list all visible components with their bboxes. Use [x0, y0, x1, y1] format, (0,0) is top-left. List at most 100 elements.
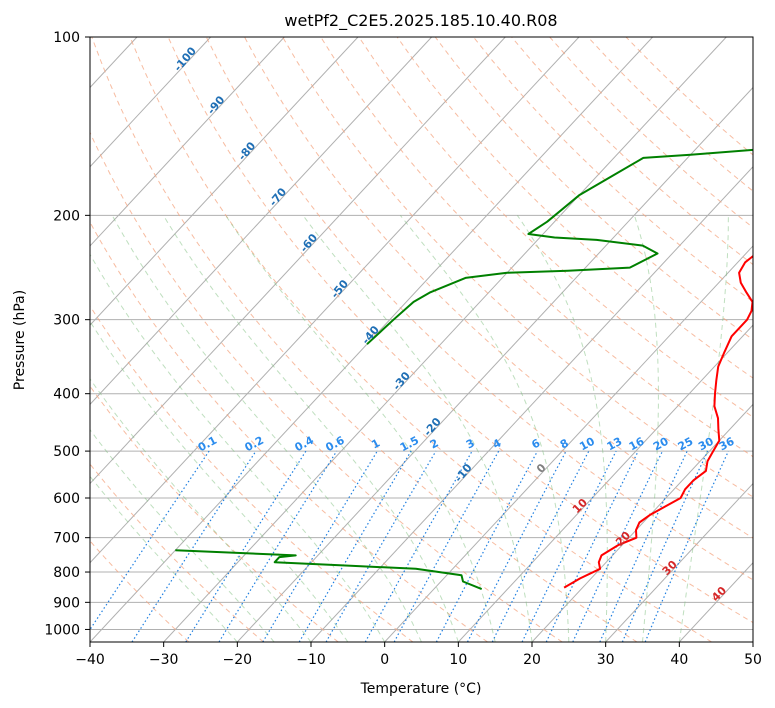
- isotherm-line: [90, 37, 433, 406]
- y-tick-label: 100: [53, 30, 80, 46]
- y-tick-label: 200: [53, 208, 80, 224]
- mixing-ratio-line: [393, 450, 500, 642]
- dry-adiabat-label: -100: [171, 44, 199, 74]
- mixing-ratio-line: [435, 450, 539, 642]
- x-tick-label: −10: [296, 652, 326, 668]
- mixing-ratio-line: [218, 450, 338, 642]
- isotherm-line: [384, 245, 753, 642]
- moist-adiabat-line: [90, 253, 386, 642]
- dry-adiabat-line: [90, 385, 339, 642]
- annotation-labels: 0.1 0.2 0.4 0.6 1 1.5 2 3 4 6 8 10 13 16 20 25 30 36-100-…: [171, 44, 737, 604]
- dry-adiabat-line: [90, 305, 414, 642]
- axes: −40 −30 −20 −10 0 10 20 30 40 50 100 200 300 400 500 60…: [44, 30, 762, 668]
- x-tick-label: 20: [523, 652, 541, 668]
- plot-frame: [89, 36, 754, 643]
- dry-adiabat-label: -60: [297, 231, 320, 255]
- x-axis-label: Temperature (°C): [360, 681, 482, 697]
- y-tick-label: 800: [53, 565, 80, 581]
- y-tick-label: 900: [53, 595, 80, 611]
- mixing-ratio-line: [185, 450, 307, 642]
- mixing-ratio-label: 10: [577, 435, 597, 454]
- dry-adiabat-label: -70: [267, 185, 290, 209]
- mixing-ratio-label: 36: [717, 435, 737, 454]
- mixing-ratio-line: [298, 450, 412, 642]
- x-tick-label: 30: [597, 652, 615, 668]
- moist-adiabat-line: [302, 215, 533, 642]
- temperature-line: [563, 254, 753, 589]
- dry-adiabat-label: -50: [328, 277, 351, 301]
- isotherm-line: [90, 37, 580, 564]
- mixing-ratio-line: [644, 450, 729, 642]
- dry-adiabat-line: [511, 37, 753, 266]
- isotherm-label: 30: [660, 558, 680, 578]
- isotherm-line: [605, 482, 753, 642]
- isotherm-line: [90, 37, 506, 485]
- dry-adiabat-label: -90: [205, 93, 228, 117]
- dry-adiabat-label: -80: [236, 139, 259, 163]
- mixing-ratio-label: 3: [464, 436, 477, 451]
- mixing-ratio-line: [521, 450, 617, 642]
- moist-adiabat-line: [162, 215, 459, 642]
- isotherm-line: [90, 37, 212, 168]
- x-tick-label: 10: [449, 652, 467, 668]
- x-tick-label: 50: [744, 652, 762, 668]
- isotherm-line: [163, 37, 727, 642]
- x-tick-label: −20: [223, 652, 253, 668]
- chart-title: wetPf2_C2E5.2025.185.10.40.R08: [284, 11, 557, 31]
- y-tick-label: 1000: [44, 622, 80, 638]
- moist-adiabat-line: [399, 214, 570, 642]
- moist-adiabat-line: [90, 475, 238, 642]
- background-lines: [0, 37, 753, 642]
- data-lines: [175, 148, 753, 591]
- y-tick-label: 300: [53, 313, 80, 329]
- dry-adiabat-label: -30: [390, 369, 413, 393]
- x-tick-label: −40: [75, 652, 105, 668]
- moist-adiabat-line: [90, 428, 275, 642]
- dry-adiabat-line: [90, 540, 190, 642]
- dry-adiabat-line: [90, 221, 488, 642]
- mixing-ratio-line: [364, 450, 473, 642]
- moist-adiabat-line: [678, 215, 729, 642]
- dry-adiabat-line: [90, 463, 264, 642]
- mixing-ratio-line: [621, 450, 709, 642]
- y-tick-label: 700: [53, 531, 80, 547]
- mixing-ratio-label: 4: [491, 436, 504, 451]
- isotherm-line: [457, 324, 753, 642]
- mixing-ratio-label: 30: [696, 435, 716, 454]
- isotherm-label: 10: [570, 496, 590, 516]
- dry-adiabat-line: [396, 37, 753, 379]
- mixing-ratio-line: [491, 450, 590, 642]
- dry-adiabat-line: [129, 37, 712, 642]
- isotherm-line: [236, 86, 753, 642]
- y-tick-label: 500: [53, 444, 80, 460]
- isotherm-line: [752, 641, 753, 642]
- moist-adiabat-line: [90, 320, 349, 642]
- mixing-ratio-line: [262, 450, 378, 642]
- dry-adiabat-line: [205, 37, 753, 581]
- isotherm-line: [0, 37, 63, 642]
- moist-adiabat-line: [225, 215, 496, 642]
- dry-adiabat-line: [282, 37, 753, 498]
- dry-adiabat-line: [91, 37, 638, 642]
- mixing-ratio-label: 16: [627, 435, 647, 454]
- mixing-ratio-line: [599, 450, 688, 642]
- moist-adiabat-line: [516, 215, 608, 642]
- isotherm-line: [90, 37, 285, 247]
- mixing-ratio-label: 1: [369, 436, 382, 451]
- dry-adiabat-label: -40: [359, 323, 382, 347]
- moist-adiabat-line: [633, 215, 659, 642]
- mixing-ratio-label: 13: [605, 435, 625, 454]
- x-tick-label: −30: [149, 652, 179, 668]
- dry-adiabat-line: [167, 37, 753, 624]
- isotherm-line: [678, 562, 753, 642]
- x-tick-label: 0: [380, 652, 389, 668]
- dewpoint-upper-line: [366, 148, 753, 345]
- dry-adiabat-line: [549, 37, 753, 229]
- moist-adiabat-line: [90, 377, 312, 642]
- isotherm-label: 40: [709, 584, 729, 604]
- dewpoint-line: [175, 549, 483, 591]
- moist-adiabat-line: [111, 215, 422, 642]
- dry-adiabat-line: [90, 131, 563, 642]
- mixing-ratio-line: [90, 450, 210, 631]
